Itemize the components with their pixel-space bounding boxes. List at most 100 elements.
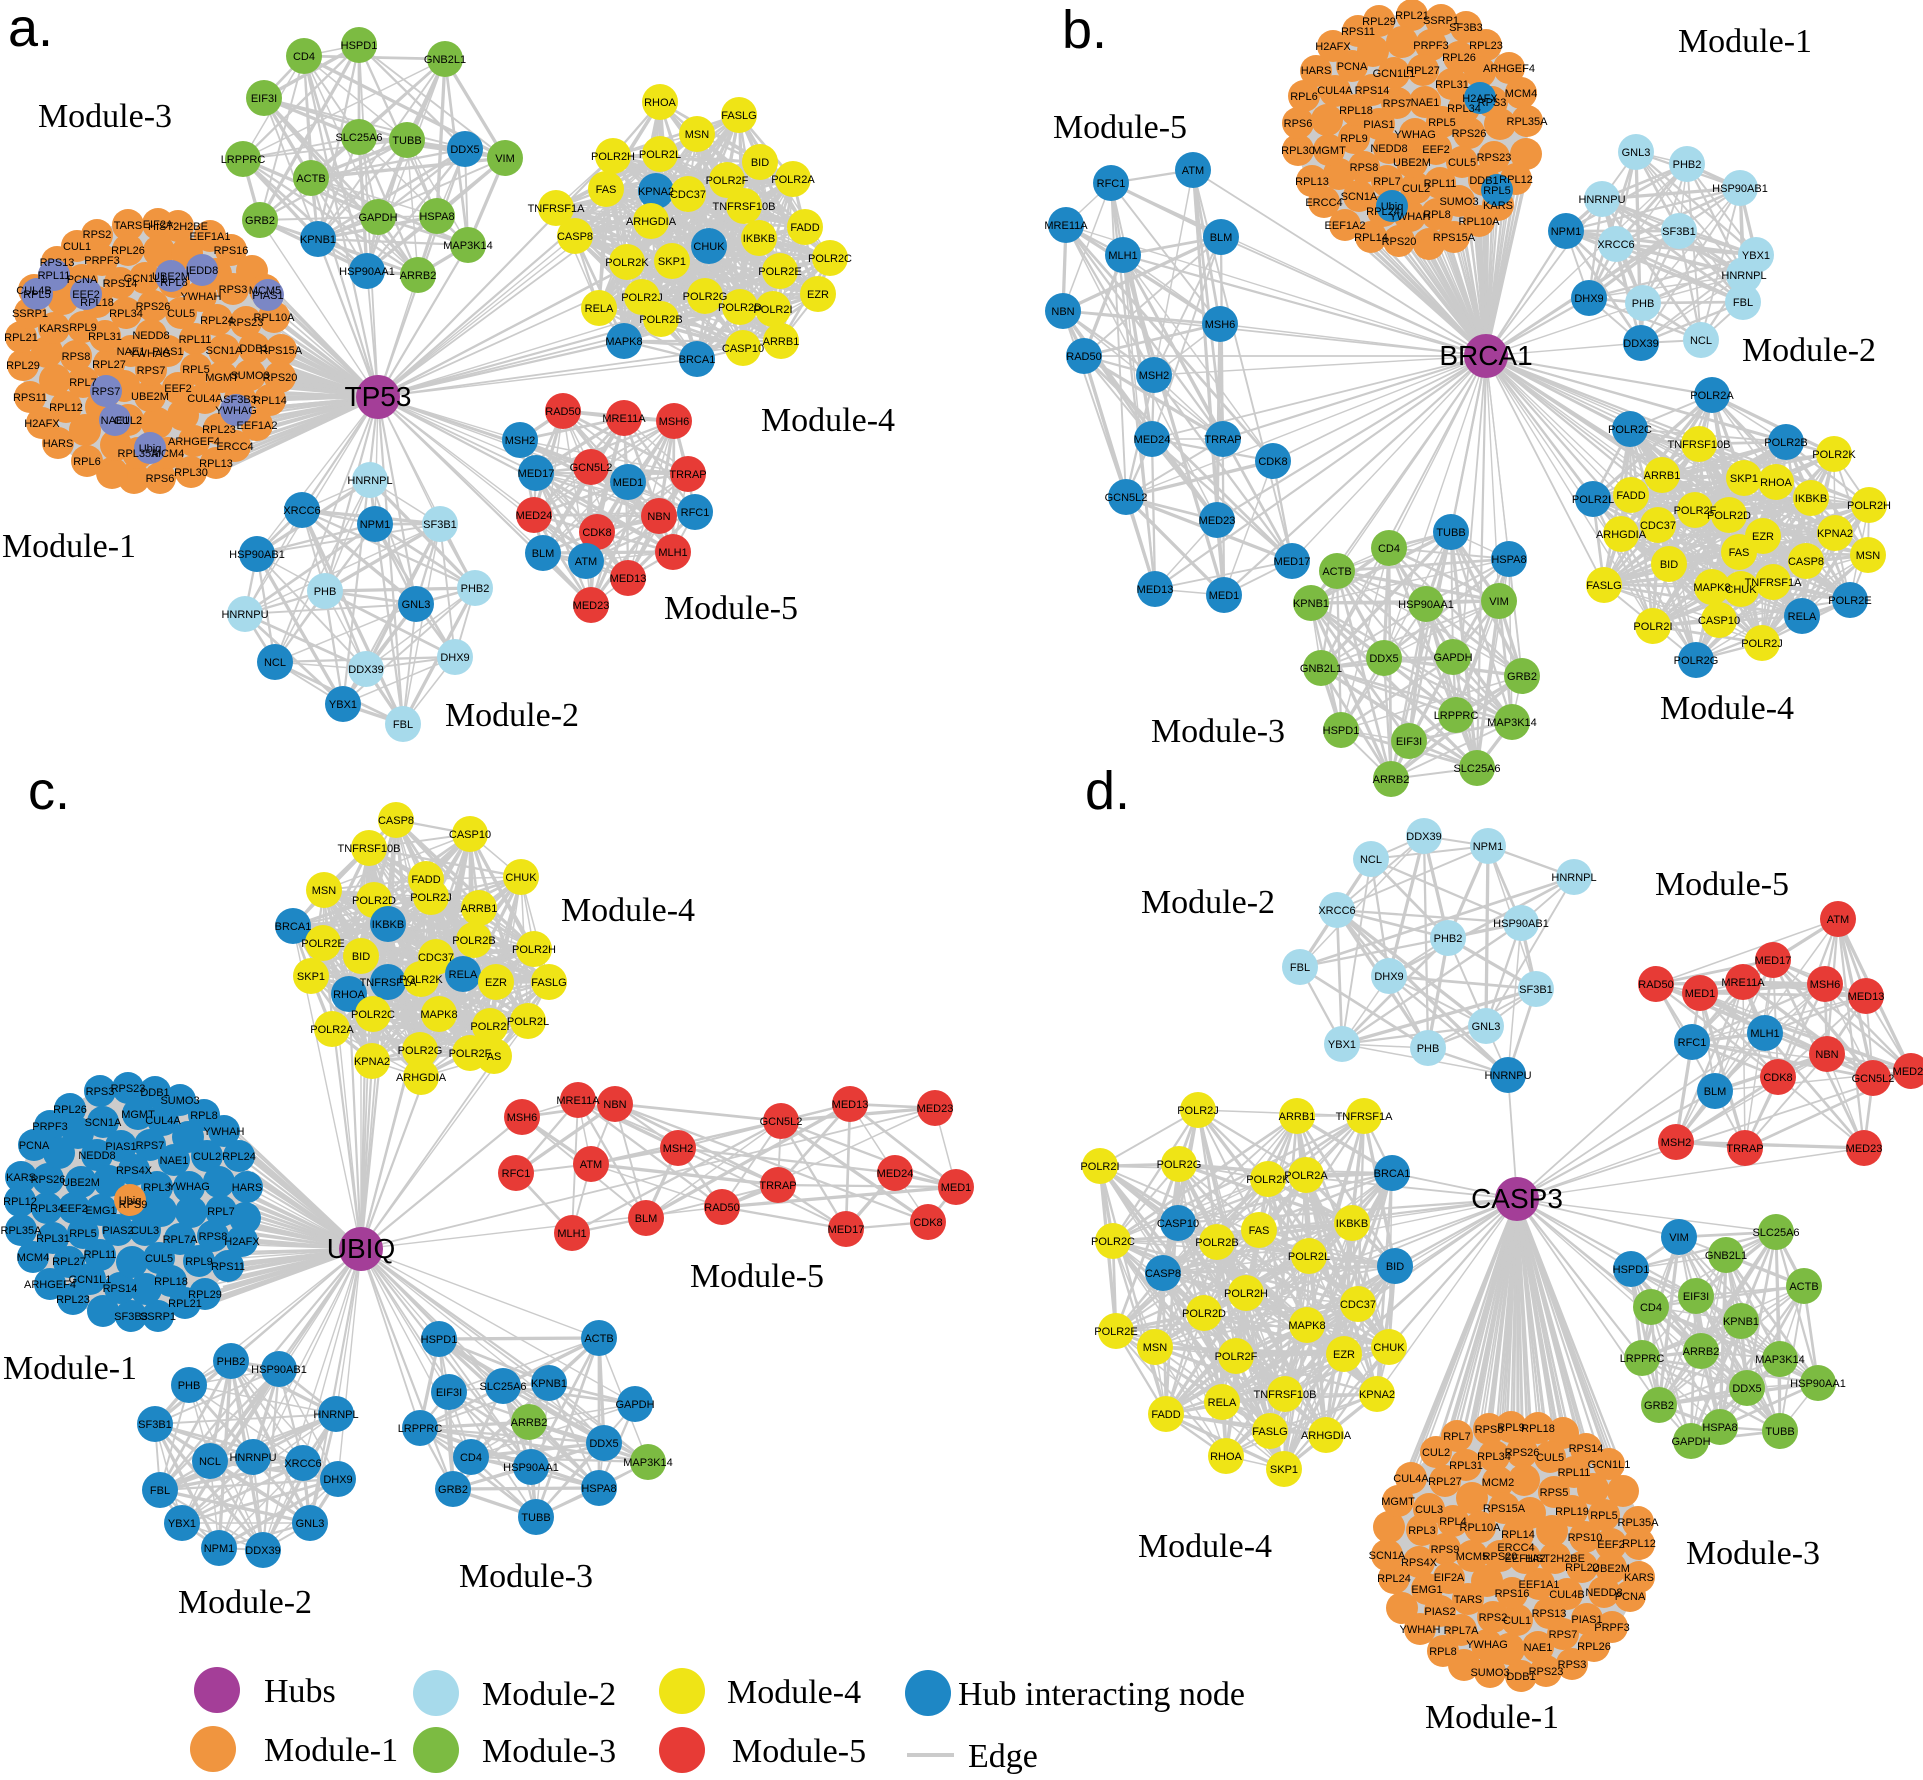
svg-text:EEF2: EEF2 (1422, 144, 1450, 156)
svg-text:YWHAG: YWHAG (1466, 1639, 1508, 1651)
svg-text:VIM: VIM (1669, 1232, 1689, 1244)
svg-text:POLR2D: POLR2D (718, 302, 762, 314)
svg-text:FASLG: FASLG (1586, 580, 1621, 592)
svg-text:NBN: NBN (603, 1099, 626, 1111)
svg-text:CUL1: CUL1 (63, 241, 91, 253)
svg-text:MED13: MED13 (1848, 991, 1885, 1003)
svg-text:CDC37: CDC37 (670, 189, 706, 201)
svg-text:TNFRSF1A: TNFRSF1A (528, 203, 586, 215)
svg-text:MSH2: MSH2 (663, 1143, 694, 1155)
svg-text:GNB2L1: GNB2L1 (1705, 1250, 1747, 1262)
svg-text:NCL: NCL (1360, 854, 1382, 866)
svg-text:ARRB2: ARRB2 (511, 1417, 548, 1429)
svg-text:GCN1L1: GCN1L1 (69, 1274, 112, 1286)
svg-text:Module-3: Module-3 (1151, 713, 1285, 750)
svg-text:DHX9: DHX9 (1374, 971, 1403, 983)
svg-text:H2AFX: H2AFX (1462, 93, 1498, 105)
svg-text:Module-3: Module-3 (459, 1558, 593, 1595)
svg-text:TARS: TARS (114, 220, 143, 232)
svg-text:GRB2: GRB2 (1644, 1400, 1674, 1412)
svg-text:HNRNPL: HNRNPL (347, 475, 392, 487)
svg-text:RFC1: RFC1 (681, 507, 710, 519)
svg-text:KPNB1: KPNB1 (1293, 598, 1329, 610)
svg-text:SLC25A6: SLC25A6 (1453, 763, 1500, 775)
svg-text:ACTB: ACTB (1789, 1281, 1818, 1293)
svg-text:HSP90AA1: HSP90AA1 (503, 1462, 559, 1474)
svg-text:CHUK: CHUK (1373, 1342, 1405, 1354)
svg-text:DDB1: DDB1 (140, 1087, 169, 1099)
svg-text:GNB2L1: GNB2L1 (1300, 663, 1342, 675)
svg-text:NAE1: NAE1 (117, 346, 146, 358)
svg-text:GCN5L2: GCN5L2 (1852, 1073, 1895, 1085)
svg-text:RFC1: RFC1 (1678, 1037, 1707, 1049)
svg-text:CUL3: CUL3 (131, 1225, 159, 1237)
svg-text:BID: BID (1660, 559, 1678, 571)
svg-text:DHX9: DHX9 (1574, 293, 1603, 305)
svg-text:PIAS1: PIAS1 (105, 1141, 136, 1153)
svg-text:POLR2K: POLR2K (605, 257, 649, 269)
svg-text:RPL35A: RPL35A (118, 448, 160, 460)
svg-text:RPS23: RPS23 (229, 317, 264, 329)
svg-text:RPS15A: RPS15A (260, 345, 303, 357)
svg-text:POLR2B: POLR2B (452, 935, 495, 947)
svg-text:MAP3K14: MAP3K14 (1755, 1354, 1805, 1366)
svg-text:ARRB2: ARRB2 (400, 270, 437, 282)
svg-text:SUMO3: SUMO3 (1439, 196, 1478, 208)
svg-text:MRE11A: MRE11A (602, 413, 646, 425)
svg-text:CUL5: CUL5 (167, 308, 195, 320)
svg-text:ATM: ATM (1182, 165, 1204, 177)
svg-text:ERCC4: ERCC4 (1497, 1542, 1534, 1554)
svg-text:FASLG: FASLG (1252, 1426, 1287, 1438)
svg-text:RPL5: RPL5 (1483, 185, 1511, 197)
svg-text:NAE1: NAE1 (160, 1155, 189, 1167)
svg-text:POLR2H: POLR2H (512, 944, 556, 956)
svg-text:MSN: MSN (685, 129, 710, 141)
svg-text:BLM: BLM (1210, 232, 1233, 244)
svg-text:CD4: CD4 (1378, 543, 1400, 555)
svg-text:MRE11A: MRE11A (1044, 220, 1088, 232)
svg-text:IKBKB: IKBKB (1336, 1218, 1368, 1230)
svg-text:YBX1: YBX1 (1328, 1039, 1356, 1051)
svg-text:RHOA: RHOA (333, 989, 365, 1001)
svg-text:YWHAG: YWHAG (129, 348, 171, 360)
svg-text:RPL35A: RPL35A (1507, 116, 1549, 128)
svg-text:RFC1: RFC1 (502, 1168, 531, 1180)
svg-text:RPS15A: RPS15A (1433, 232, 1476, 244)
svg-text:MED1: MED1 (613, 477, 644, 489)
svg-text:EIF3I: EIF3I (1396, 736, 1422, 748)
svg-text:Module-4: Module-4 (727, 1674, 861, 1711)
svg-text:SUMO3: SUMO3 (160, 1095, 199, 1107)
svg-text:CASP10: CASP10 (449, 829, 491, 841)
svg-text:RPL10A: RPL10A (1460, 1522, 1502, 1534)
svg-text:RPL12: RPL12 (49, 402, 83, 414)
svg-text:CASP3: CASP3 (1471, 1183, 1563, 1214)
svg-text:SCN1A: SCN1A (85, 1117, 122, 1129)
svg-text:Module-2: Module-2 (445, 697, 579, 734)
svg-text:RPL8: RPL8 (1423, 209, 1451, 221)
svg-text:EMG1: EMG1 (1411, 1584, 1442, 1596)
svg-text:BLM: BLM (1704, 1086, 1727, 1098)
svg-text:MED24: MED24 (1134, 434, 1171, 446)
svg-text:SF3B1: SF3B1 (1662, 226, 1696, 238)
svg-text:RPS3: RPS3 (1558, 1659, 1587, 1671)
svg-text:CASP10: CASP10 (1157, 1218, 1199, 1230)
svg-text:MSH6: MSH6 (507, 1112, 538, 1124)
svg-text:RPL21: RPL21 (4, 332, 38, 344)
svg-text:RPS14: RPS14 (103, 278, 138, 290)
svg-text:POLR2H: POLR2H (591, 151, 635, 163)
svg-text:Module-3: Module-3 (1686, 1535, 1820, 1572)
svg-text:POLR2G: POLR2G (398, 1045, 443, 1057)
svg-text:MGMT: MGMT (1381, 1496, 1415, 1508)
svg-text:BID: BID (751, 157, 769, 169)
svg-text:MSH2: MSH2 (505, 435, 536, 447)
svg-text:RPS6: RPS6 (146, 473, 175, 485)
svg-text:RPS26: RPS26 (136, 301, 171, 313)
svg-text:YWHAH: YWHAH (204, 1126, 245, 1138)
svg-text:KPNB1: KPNB1 (1723, 1316, 1759, 1328)
svg-text:ARHGDIA: ARHGDIA (1596, 529, 1647, 541)
svg-text:Module-5: Module-5 (1655, 866, 1789, 903)
svg-text:POLR2F: POLR2F (706, 175, 749, 187)
svg-text:MSN: MSN (1856, 550, 1881, 562)
svg-text:TARS: TARS (1454, 1594, 1483, 1606)
svg-text:SCN1A: SCN1A (1369, 1550, 1406, 1562)
